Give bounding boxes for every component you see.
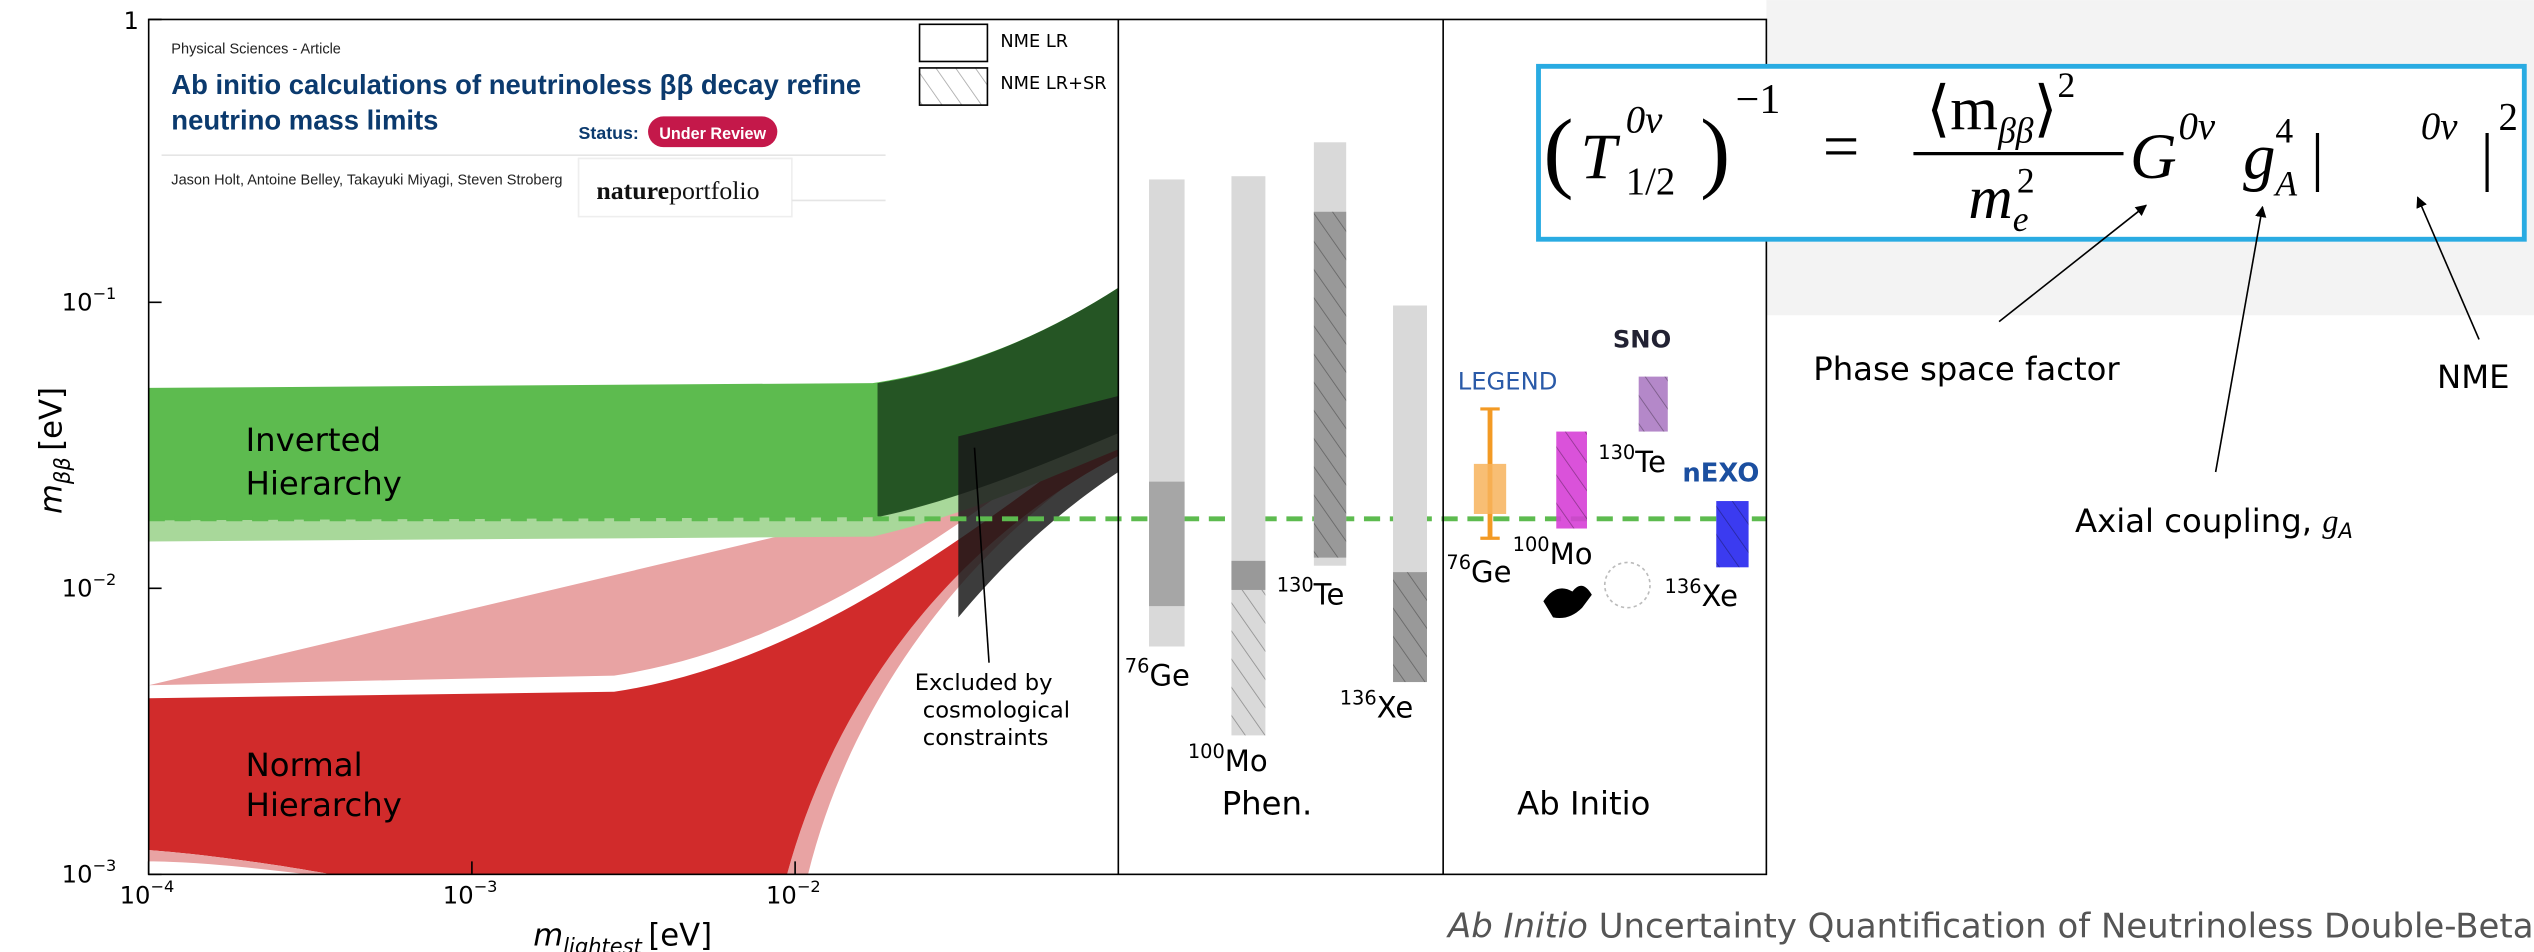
svg-text:|: | xyxy=(2481,120,2494,192)
y-axis-label: mββ[eV] xyxy=(34,387,74,514)
annotation: cosmological xyxy=(923,698,1070,724)
x-tick-label: 10−2 xyxy=(766,877,821,909)
slide: 1 10−1 10−2 10−3 10−4 10−3 10−2 mββ[eV] … xyxy=(0,0,2534,952)
isotope-label: 136Xe xyxy=(1340,687,1414,725)
svg-text:Physical Sciences - Article: Physical Sciences - Article xyxy=(171,41,341,57)
panel-title: Phen. xyxy=(1222,785,1313,823)
legend-swatch xyxy=(920,68,988,105)
caption: Ab Initio Uncertainty Quantification of … xyxy=(1446,907,2534,946)
annotation: Axial coupling, gA xyxy=(2075,502,2353,543)
legend-swatch xyxy=(920,24,988,61)
annotation: Phase space factor xyxy=(1813,350,2120,388)
svg-text:natureportfolio: natureportfolio xyxy=(596,176,759,205)
legend-label: NME LR xyxy=(1000,32,1068,52)
svg-text:2: 2 xyxy=(2498,95,2517,138)
experiment-logo: LEGEND xyxy=(1458,367,1558,396)
isotope-label: 130Te xyxy=(1598,441,1666,479)
svg-text:0ν: 0ν xyxy=(2421,105,2458,148)
annotation: Excluded by xyxy=(915,670,1053,696)
svg-text:(: ( xyxy=(1543,100,1573,201)
svg-text:4: 4 xyxy=(2275,110,2293,150)
isotope-label: 76Ge xyxy=(1446,551,1511,589)
svg-text:2: 2 xyxy=(2017,160,2035,200)
isotope-label: 100Mo xyxy=(1188,740,1268,778)
x-tick-label: 10−4 xyxy=(120,877,175,909)
svg-text:neutrino mass limits: neutrino mass limits xyxy=(171,104,438,135)
svg-text:|: | xyxy=(2311,120,2324,192)
experiment-logo: SNO xyxy=(1613,325,1671,354)
band-label: Hierarchy xyxy=(246,465,402,503)
y-tick-label: 10−1 xyxy=(62,284,117,316)
svg-text:0ν: 0ν xyxy=(2178,105,2215,148)
y-tick-label: 1 xyxy=(124,6,139,35)
isotope-label: 130Te xyxy=(1277,574,1345,612)
annotation: NME xyxy=(2437,358,2509,396)
svg-text:1/2: 1/2 xyxy=(1626,160,1676,203)
x-tick-label: 10−3 xyxy=(443,877,498,909)
svg-text:Status:: Status: xyxy=(579,123,639,143)
panel-title: Ab Initio xyxy=(1517,785,1650,823)
band-label: Normal xyxy=(246,746,363,784)
svg-text:A: A xyxy=(2273,164,2297,204)
y-tick-label: 10−3 xyxy=(62,856,117,888)
experiment-logo: nEXO xyxy=(1682,459,1759,489)
y-ticks: 1 10−1 10−2 10−3 xyxy=(62,6,162,888)
annotation: constraints xyxy=(923,725,1049,751)
svg-text:): ) xyxy=(1700,100,1730,201)
band-label: Hierarchy xyxy=(246,786,402,824)
phen-bars xyxy=(1149,142,1427,735)
svg-text:Jason Holt, Antoine Belley, Ta: Jason Holt, Antoine Belley, Takayuki Miy… xyxy=(171,172,562,188)
band-label: Inverted xyxy=(246,421,381,459)
svg-text:0ν: 0ν xyxy=(1626,99,1663,142)
isotope-label: 76Ge xyxy=(1125,654,1190,692)
svg-text:Under Review: Under Review xyxy=(659,125,766,143)
x-axis-label: mlightest[eV] xyxy=(533,918,712,952)
isotope-label: 100Mo xyxy=(1513,533,1593,571)
y-tick-label: 10−2 xyxy=(62,570,117,602)
paper-card: Physical Sciences - Article Ab initio ca… xyxy=(162,41,886,216)
svg-text:g: g xyxy=(2243,120,2275,192)
legend-label: NME LR+SR xyxy=(1000,74,1106,94)
svg-text:T: T xyxy=(1581,120,1621,192)
svg-text:−1: −1 xyxy=(1736,77,1781,123)
svg-text:G: G xyxy=(2130,120,2177,192)
isotope-label: 136Xe xyxy=(1665,575,1739,613)
svg-text:Ab initio calculations of neut: Ab initio calculations of neutrinoless β… xyxy=(171,69,861,100)
icon xyxy=(1605,562,1650,607)
svg-text:=: = xyxy=(1823,110,1859,182)
icon xyxy=(1543,586,1591,618)
